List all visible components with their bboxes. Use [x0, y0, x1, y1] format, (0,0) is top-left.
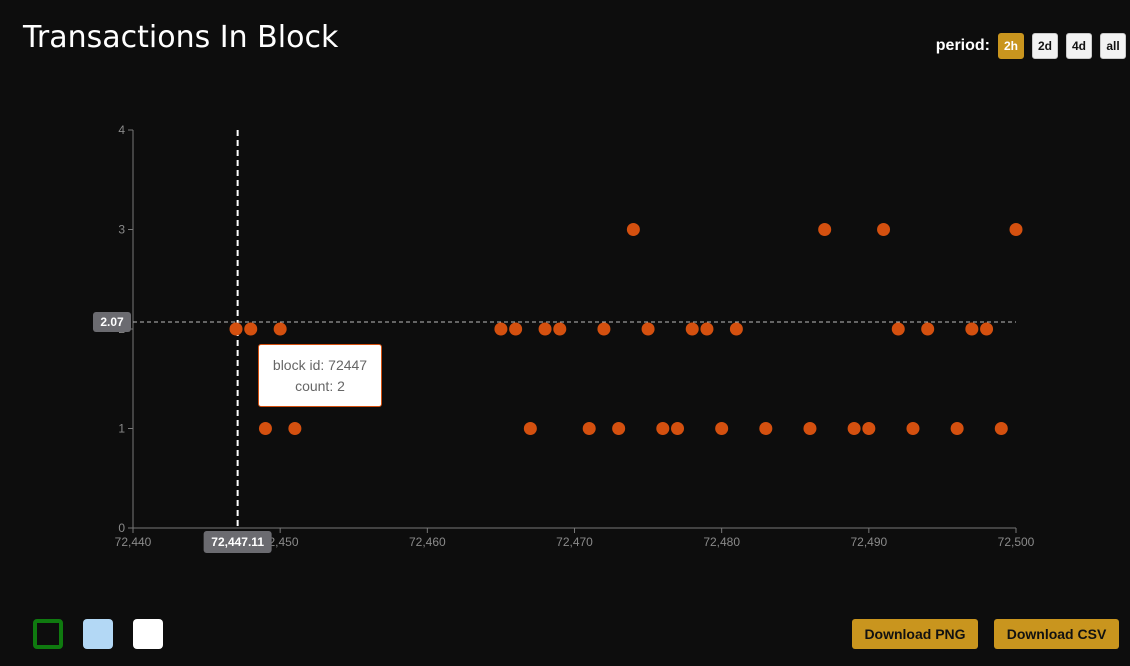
period-all-button[interactable]: all: [1100, 33, 1126, 59]
y-tick-label: 0: [118, 521, 125, 535]
crosshair-y-label-box: [93, 312, 131, 333]
data-point: [244, 322, 258, 336]
chart-title: Transactions In Block: [23, 20, 339, 55]
y-tick-label: 3: [118, 223, 125, 237]
legend-swatch-white[interactable]: [133, 619, 163, 649]
data-point: [803, 422, 817, 435]
data-point: [273, 322, 287, 336]
data-point: [553, 322, 567, 336]
data-point: [950, 422, 964, 435]
crosshair: [133, 130, 1016, 528]
data-point: [656, 422, 670, 435]
x-tick-label: 72,440: [115, 535, 152, 549]
data-point: [229, 322, 243, 336]
y-tick-label: 4: [118, 123, 125, 137]
data-point: [1009, 223, 1023, 236]
data-point: [994, 422, 1008, 435]
crosshair-y-label: 2.07: [100, 315, 124, 329]
crosshair-x-label-box: [203, 531, 272, 553]
data-point: [641, 322, 655, 336]
crosshair-labels: 2.07 72,447.11: [93, 312, 272, 553]
x-tick-label: 72,470: [556, 535, 593, 549]
period-4d-button[interactable]: 4d: [1066, 33, 1092, 59]
data-point: [847, 422, 861, 435]
data-point: [715, 422, 729, 435]
data-point: [288, 422, 302, 435]
download-csv-button[interactable]: Download CSV: [994, 619, 1119, 649]
data-point: [671, 422, 685, 435]
data-point: [759, 422, 773, 435]
data-point: [626, 223, 640, 236]
period-2h-button[interactable]: 2h: [998, 33, 1024, 59]
data-point: [906, 422, 920, 435]
data-point: [538, 322, 552, 336]
data-point: [980, 322, 994, 336]
x-tick-label: 72,490: [850, 535, 887, 549]
data-point: [921, 322, 935, 336]
scatter-chart[interactable]: 01234 72,44072,45072,46072,47072,48072,4…: [0, 0, 1130, 600]
data-point: [700, 322, 714, 336]
period-2d-button[interactable]: 2d: [1032, 33, 1058, 59]
x-tick-label: 72,480: [703, 535, 740, 549]
data-point: [862, 422, 876, 435]
x-tick-label: 72,500: [998, 535, 1035, 549]
data-point: [818, 223, 832, 236]
x-tick-label: 72,460: [409, 535, 446, 549]
data-point: [877, 223, 891, 236]
data-point: [597, 322, 611, 336]
legend-swatch-green[interactable]: [33, 619, 63, 649]
tooltip: block id: 72447 count: 2: [258, 344, 382, 407]
data-point: [612, 422, 626, 435]
data-point: [729, 322, 743, 336]
data-point: [509, 322, 523, 336]
legend-swatch-light-blue[interactable]: [83, 619, 113, 649]
data-point: [494, 322, 508, 336]
tooltip-count: count: 2: [295, 377, 345, 394]
data-point: [965, 322, 979, 336]
x-axis: 72,440 72,450 72,460 72,470 72,480 72,490 72,5…: [115, 527, 1035, 549]
data-points: [229, 223, 1023, 435]
period-selector: period: 2h 2d 4d all: [936, 33, 1126, 59]
data-point: [582, 422, 596, 435]
data-point: [258, 422, 272, 435]
data-point: [523, 422, 537, 435]
tooltip-block-id: block id: 72447: [272, 356, 368, 373]
data-point: [685, 322, 699, 336]
period-label: period:: [935, 37, 990, 54]
crosshair-x-label: 72,447.11: [211, 535, 264, 549]
data-point: [891, 322, 905, 336]
download-png-button[interactable]: Download PNG: [852, 619, 978, 649]
y-tick-label: 1: [118, 422, 125, 436]
